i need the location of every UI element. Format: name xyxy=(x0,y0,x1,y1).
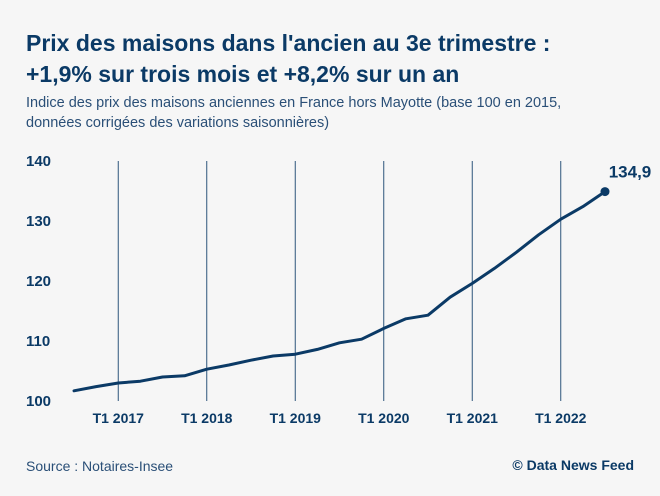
title-line-2: +1,9% sur trois mois et +8,2% sur un an xyxy=(26,61,460,87)
y-tick-label: 110 xyxy=(26,333,50,350)
x-tick-label: T1 2022 xyxy=(535,410,587,426)
x-tick-label: T1 2020 xyxy=(358,410,410,426)
last-point-marker xyxy=(600,187,610,197)
x-tick-label: T1 2019 xyxy=(270,410,322,426)
x-tick-label: T1 2017 xyxy=(93,410,145,426)
y-tick-label: 140 xyxy=(26,153,51,170)
y-tick-label: 120 xyxy=(26,273,51,290)
title-line-1: Prix des maisons dans l'ancien au 3e tri… xyxy=(26,30,551,56)
chart-title: Prix des maisons dans l'ancien au 3e tri… xyxy=(26,28,646,90)
series-line xyxy=(72,190,607,393)
source-note: Source : Notaires-Insee xyxy=(26,458,174,474)
x-tick-label: T1 2021 xyxy=(447,410,499,426)
x-tick-label: T1 2018 xyxy=(181,410,233,426)
last-point-label: 134,9 xyxy=(609,163,652,182)
chart-subtitle: Indice des prix des maisons anciennes en… xyxy=(26,93,646,133)
y-tick-label: 100 xyxy=(26,393,51,410)
credit-note: © Data News Feed xyxy=(512,457,634,473)
y-tick-label: 130 xyxy=(26,213,51,230)
subtitle-line-1: Indice des prix des maisons anciennes en… xyxy=(26,95,562,111)
subtitle-line-2: données corrigées des variations saisonn… xyxy=(26,115,330,131)
